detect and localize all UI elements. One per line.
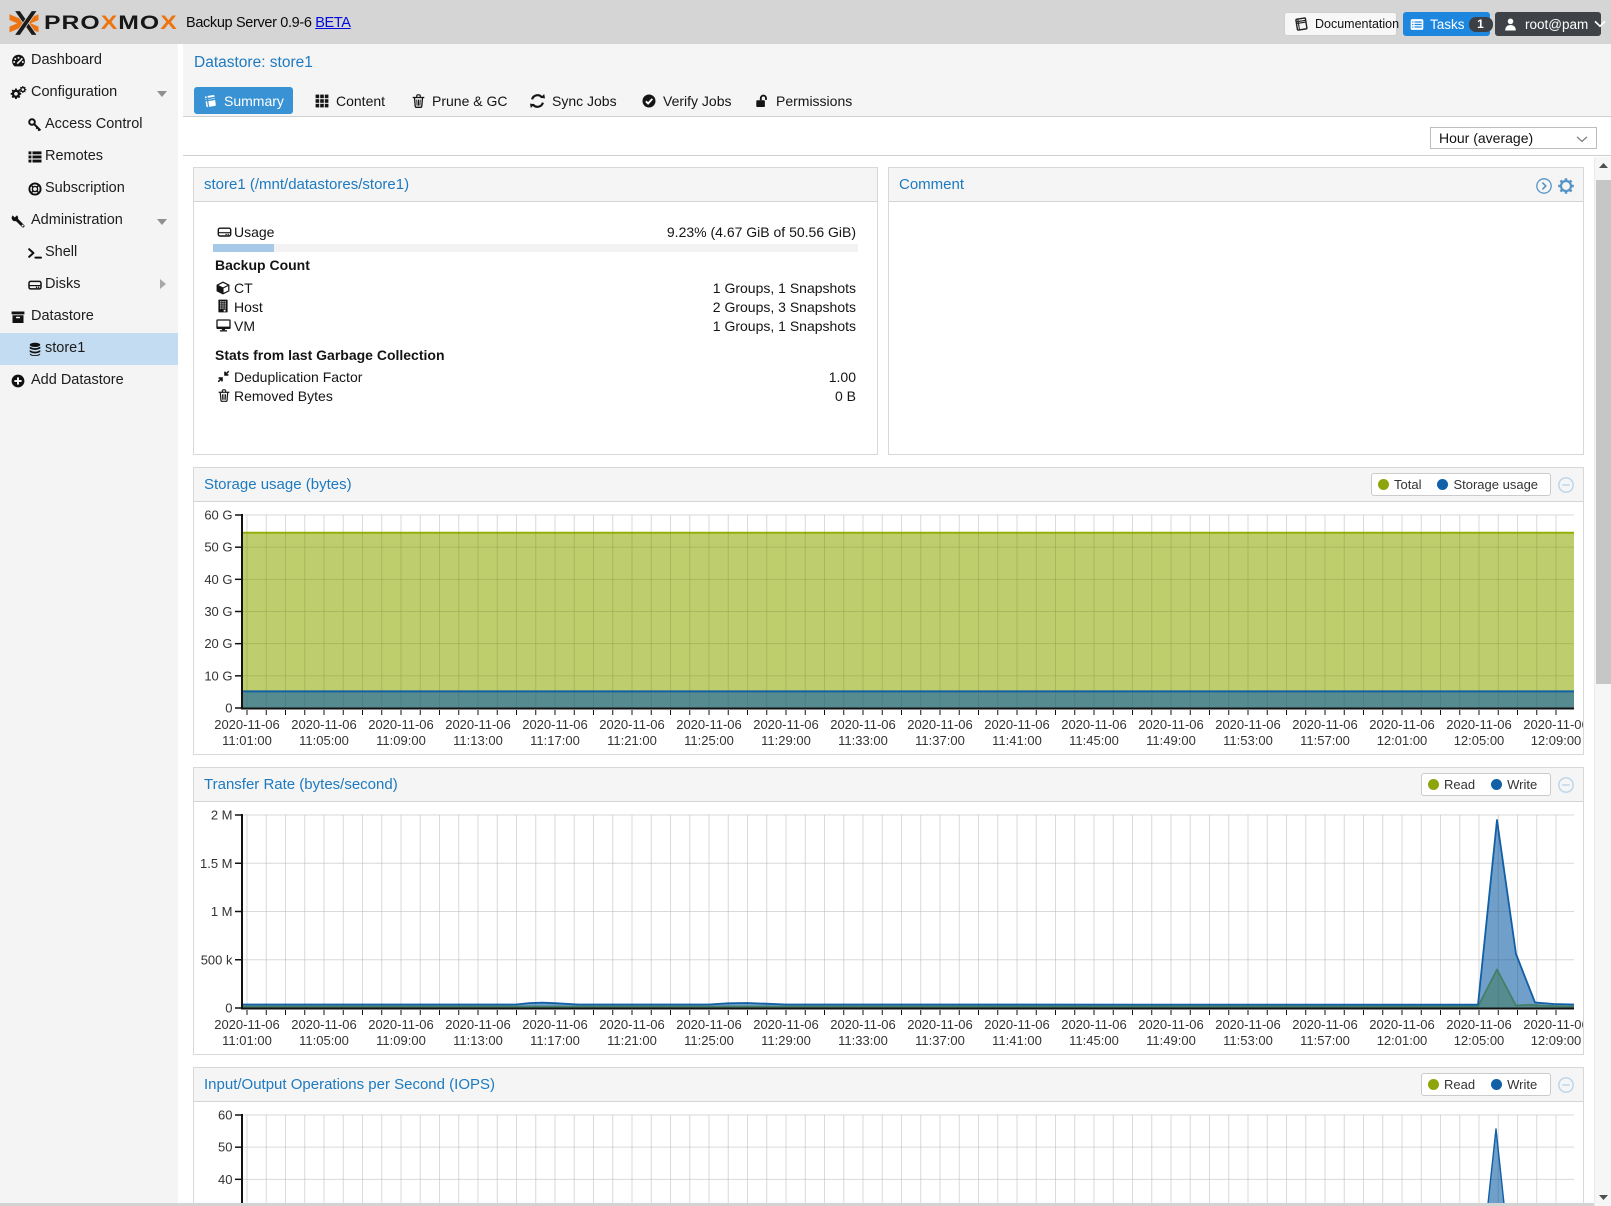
svg-text:11:17:00: 11:17:00 <box>530 1033 580 1048</box>
svg-text:2020-11-06: 2020-11-06 <box>522 1017 588 1032</box>
svg-text:11:05:00: 11:05:00 <box>299 733 349 748</box>
svg-text:12:01:00: 12:01:00 <box>1377 1033 1428 1048</box>
svg-text:11:53:00: 11:53:00 <box>1223 733 1273 748</box>
svg-text:2020-11-06: 2020-11-06 <box>1138 1017 1204 1032</box>
svg-text:2020-11-06: 2020-11-06 <box>599 717 665 732</box>
svg-text:2020-11-06: 2020-11-06 <box>1523 1017 1583 1032</box>
svg-text:2020-11-06: 2020-11-06 <box>676 1017 742 1032</box>
svg-text:11:01:00: 11:01:00 <box>222 733 272 748</box>
svg-text:11:13:00: 11:13:00 <box>453 1033 503 1048</box>
svg-text:2020-11-06: 2020-11-06 <box>291 717 357 732</box>
svg-text:12:09:00: 12:09:00 <box>1531 1033 1582 1048</box>
svg-text:2020-11-06: 2020-11-06 <box>214 1017 280 1032</box>
svg-text:11:29:00: 11:29:00 <box>761 733 811 748</box>
svg-text:40: 40 <box>218 1172 232 1187</box>
svg-text:10 G: 10 G <box>204 668 232 683</box>
svg-text:60 G: 60 G <box>204 508 232 523</box>
svg-text:12:05:00: 12:05:00 <box>1454 1033 1505 1048</box>
svg-text:2020-11-06: 2020-11-06 <box>907 1017 973 1032</box>
svg-text:2020-11-06: 2020-11-06 <box>907 717 973 732</box>
svg-text:11:01:00: 11:01:00 <box>222 1033 272 1048</box>
svg-text:11:57:00: 11:57:00 <box>1300 733 1350 748</box>
svg-text:11:33:00: 11:33:00 <box>838 1033 888 1048</box>
svg-text:0: 0 <box>225 1001 232 1016</box>
svg-text:11:57:00: 11:57:00 <box>1300 1033 1350 1048</box>
svg-text:11:25:00: 11:25:00 <box>684 1033 734 1048</box>
svg-text:11:49:00: 11:49:00 <box>1146 733 1196 748</box>
svg-text:12:09:00: 12:09:00 <box>1531 733 1582 748</box>
svg-text:11:09:00: 11:09:00 <box>376 1033 426 1048</box>
svg-text:11:17:00: 11:17:00 <box>530 733 580 748</box>
svg-text:2020-11-06: 2020-11-06 <box>753 717 819 732</box>
svg-text:2020-11-06: 2020-11-06 <box>1369 717 1435 732</box>
svg-text:2020-11-06: 2020-11-06 <box>1523 717 1583 732</box>
svg-text:11:33:00: 11:33:00 <box>838 733 888 748</box>
svg-text:11:53:00: 11:53:00 <box>1223 1033 1273 1048</box>
svg-text:11:41:00: 11:41:00 <box>992 1033 1042 1048</box>
svg-text:2020-11-06: 2020-11-06 <box>445 717 511 732</box>
svg-text:2020-11-06: 2020-11-06 <box>676 717 742 732</box>
svg-text:2020-11-06: 2020-11-06 <box>753 1017 819 1032</box>
svg-text:2020-11-06: 2020-11-06 <box>1061 717 1127 732</box>
svg-text:2020-11-06: 2020-11-06 <box>1369 1017 1435 1032</box>
svg-text:11:05:00: 11:05:00 <box>299 1033 349 1048</box>
svg-text:1.5 M: 1.5 M <box>200 856 233 871</box>
svg-text:11:13:00: 11:13:00 <box>453 733 503 748</box>
svg-text:2020-11-06: 2020-11-06 <box>1446 1017 1512 1032</box>
svg-text:2 M: 2 M <box>211 808 233 823</box>
svg-text:11:37:00: 11:37:00 <box>915 733 965 748</box>
svg-text:2020-11-06: 2020-11-06 <box>368 717 434 732</box>
svg-text:12:01:00: 12:01:00 <box>1377 733 1428 748</box>
svg-text:50: 50 <box>218 1140 232 1155</box>
svg-text:11:09:00: 11:09:00 <box>376 733 426 748</box>
svg-text:2020-11-06: 2020-11-06 <box>1292 717 1358 732</box>
svg-text:500 k: 500 k <box>201 952 233 967</box>
svg-text:2020-11-06: 2020-11-06 <box>984 717 1050 732</box>
svg-text:11:41:00: 11:41:00 <box>992 733 1042 748</box>
svg-text:40 G: 40 G <box>204 572 232 587</box>
svg-text:2020-11-06: 2020-11-06 <box>1446 717 1512 732</box>
svg-text:12:05:00: 12:05:00 <box>1454 733 1505 748</box>
svg-text:2020-11-06: 2020-11-06 <box>522 717 588 732</box>
svg-text:2020-11-06: 2020-11-06 <box>599 1017 665 1032</box>
svg-text:2020-11-06: 2020-11-06 <box>1292 1017 1358 1032</box>
svg-text:11:21:00: 11:21:00 <box>607 1033 657 1048</box>
svg-text:11:21:00: 11:21:00 <box>607 733 657 748</box>
svg-text:2020-11-06: 2020-11-06 <box>445 1017 511 1032</box>
svg-text:2020-11-06: 2020-11-06 <box>368 1017 434 1032</box>
svg-text:11:29:00: 11:29:00 <box>761 1033 811 1048</box>
svg-text:11:49:00: 11:49:00 <box>1146 1033 1196 1048</box>
svg-text:2020-11-06: 2020-11-06 <box>830 717 896 732</box>
svg-text:2020-11-06: 2020-11-06 <box>984 1017 1050 1032</box>
svg-text:11:25:00: 11:25:00 <box>684 733 734 748</box>
svg-text:1 M: 1 M <box>211 904 233 919</box>
svg-text:2020-11-06: 2020-11-06 <box>1138 717 1204 732</box>
svg-text:11:45:00: 11:45:00 <box>1069 1033 1119 1048</box>
svg-text:50 G: 50 G <box>204 540 232 555</box>
svg-text:11:45:00: 11:45:00 <box>1069 733 1119 748</box>
svg-text:2020-11-06: 2020-11-06 <box>291 1017 357 1032</box>
svg-text:30 G: 30 G <box>204 604 232 619</box>
svg-text:0: 0 <box>225 701 232 716</box>
svg-text:2020-11-06: 2020-11-06 <box>1215 717 1281 732</box>
svg-text:2020-11-06: 2020-11-06 <box>1061 1017 1127 1032</box>
svg-text:2020-11-06: 2020-11-06 <box>1215 1017 1281 1032</box>
svg-text:20 G: 20 G <box>204 636 232 651</box>
svg-text:60: 60 <box>218 1108 232 1123</box>
svg-text:2020-11-06: 2020-11-06 <box>214 717 280 732</box>
svg-text:2020-11-06: 2020-11-06 <box>830 1017 896 1032</box>
svg-text:11:37:00: 11:37:00 <box>915 1033 965 1048</box>
